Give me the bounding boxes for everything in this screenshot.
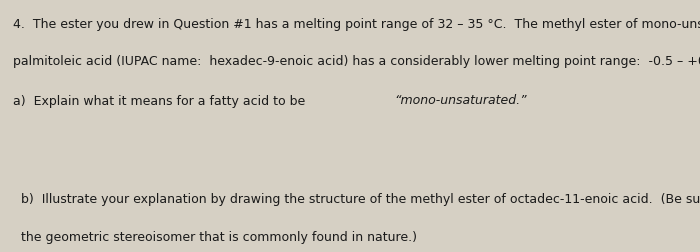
Text: 4.  The ester you drew in Question #1 has a melting point range of 32 – 35 °C.  : 4. The ester you drew in Question #1 has…	[13, 18, 700, 31]
Text: palmitoleic acid (IUPAC name:  hexadec-9-enoic acid) has a considerably lower me: palmitoleic acid (IUPAC name: hexadec-9-…	[13, 55, 700, 69]
Text: a)  Explain what it means for a fatty acid to be: a) Explain what it means for a fatty aci…	[13, 94, 309, 108]
Text: b)  Illustrate your explanation by drawing the structure of the methyl ester of : b) Illustrate your explanation by drawin…	[21, 193, 700, 206]
Text: “mono-unsaturated.”: “mono-unsaturated.”	[395, 94, 528, 108]
Text: the geometric stereoisomer that is commonly found in nature.): the geometric stereoisomer that is commo…	[21, 231, 417, 244]
